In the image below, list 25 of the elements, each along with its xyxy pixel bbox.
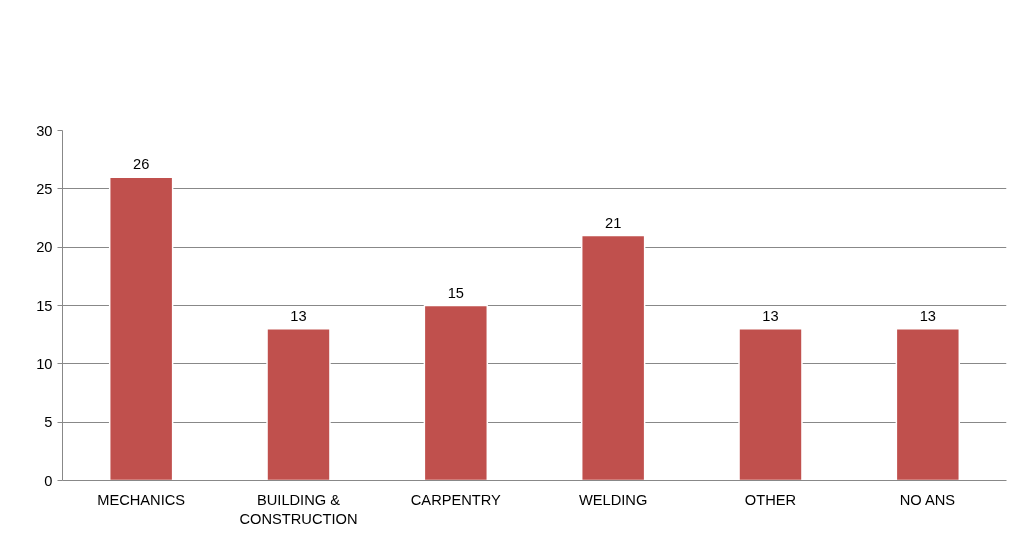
bar — [423, 304, 489, 481]
x-tick-label: WELDING — [578, 491, 648, 508]
data-label: 15 — [447, 284, 464, 301]
bar — [580, 234, 646, 481]
y-tick-label: 5 — [44, 414, 53, 431]
bar — [738, 328, 803, 481]
bar — [266, 328, 331, 481]
x-tick-label: OTHER — [744, 491, 797, 508]
data-label: 26 — [133, 156, 150, 173]
y-tick-label: 0 — [44, 472, 53, 489]
bar — [895, 328, 961, 481]
data-label: 13 — [919, 307, 936, 324]
y-tick-label: 25 — [36, 180, 53, 197]
x-tick-label: CARPENTRY — [410, 491, 502, 508]
x-tick-label: BUILDING & CONSTRUCTION — [239, 491, 358, 527]
y-tick-label: 20 — [36, 239, 53, 256]
data-label: 21 — [605, 214, 622, 231]
data-label: 13 — [762, 307, 779, 324]
y-tick-label: 10 — [36, 355, 53, 372]
x-tick-label: MECHANICS — [97, 491, 186, 508]
y-tick-label: 30 — [36, 122, 53, 139]
y-tick-label: 15 — [36, 297, 53, 314]
data-label: 13 — [290, 307, 307, 324]
x-tick-label: NO ANS — [899, 491, 956, 508]
bar — [108, 176, 174, 481]
